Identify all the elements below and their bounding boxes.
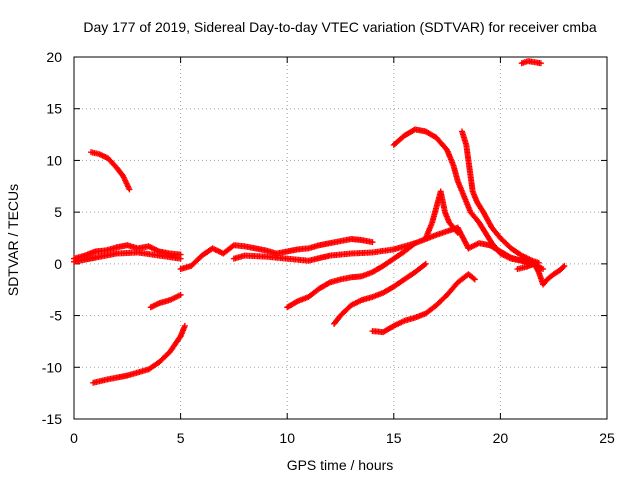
x-tick-label: 10 — [279, 430, 295, 446]
x-axis-label: GPS time / hours — [287, 457, 394, 473]
data-point — [422, 260, 429, 267]
series-track-m — [422, 188, 461, 241]
data-point — [540, 266, 547, 273]
x-tick-label: 25 — [599, 430, 615, 446]
series-track-g — [147, 291, 184, 311]
series-track-c — [177, 236, 376, 273]
data-point — [537, 60, 544, 67]
data-point — [412, 240, 419, 247]
x-tick-label: 0 — [70, 430, 78, 446]
data-point — [126, 186, 133, 193]
y-tick-label: 15 — [46, 101, 62, 117]
data-point — [471, 276, 478, 283]
y-tick-label: 0 — [54, 256, 62, 272]
y-axis-label: SDTVAR / TECUs — [5, 184, 21, 296]
series-track-b — [71, 249, 184, 265]
series-track-i — [331, 260, 429, 327]
data-marks — [71, 58, 568, 386]
data-point — [177, 291, 184, 298]
x-tick-label: 15 — [386, 430, 402, 446]
series-track-e — [88, 149, 133, 193]
series-track-j — [369, 271, 478, 336]
plot-frame — [73, 56, 608, 420]
series-track-o — [518, 58, 544, 67]
data-point — [177, 255, 184, 262]
data-point — [181, 322, 188, 329]
y-tick-label: -5 — [50, 308, 63, 324]
x-tick-label: 5 — [177, 430, 185, 446]
y-tick-label: 20 — [46, 49, 62, 65]
grid-lines — [74, 57, 607, 419]
data-point — [369, 239, 376, 246]
data-point — [470, 275, 477, 282]
data-point — [454, 229, 461, 236]
chart-title: Day 177 of 2019, Sidereal Day-to-day VTE… — [83, 19, 596, 35]
y-tick-label: 10 — [46, 152, 62, 168]
series-track-h — [284, 240, 419, 311]
series-track-p — [514, 260, 568, 288]
data-point — [561, 262, 568, 269]
series-track-l — [459, 128, 542, 266]
y-tick-label: 5 — [54, 204, 62, 220]
data-point — [560, 263, 567, 270]
y-tick-label: -10 — [42, 359, 62, 375]
y-tick-label: -15 — [42, 411, 62, 427]
data-point — [453, 228, 460, 235]
series-track-f — [90, 322, 188, 386]
x-tick-label: 20 — [493, 430, 509, 446]
